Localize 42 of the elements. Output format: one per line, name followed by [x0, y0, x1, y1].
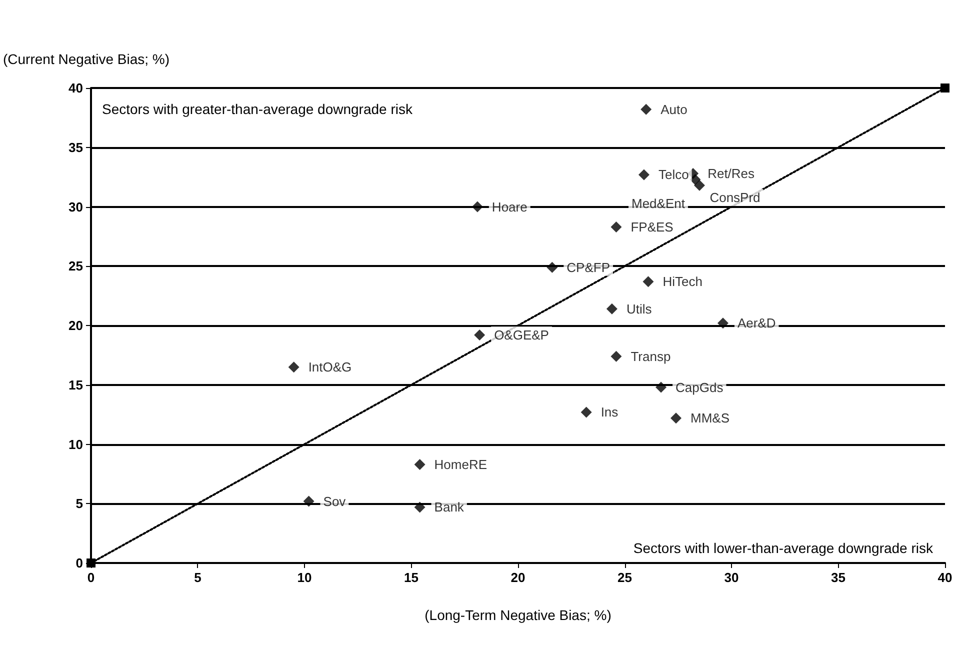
y-tick-label: 10	[68, 436, 83, 452]
x-tick-label: 30	[724, 570, 739, 585]
annotation: Sectors with lower-than-average downgrade risk	[633, 540, 934, 556]
data-label: CP&FP	[566, 260, 610, 275]
y-tick-label: 15	[68, 377, 83, 392]
y-tick-label: 35	[68, 140, 83, 155]
data-label: Hoare	[492, 199, 528, 214]
x-tick-label: 20	[510, 570, 526, 585]
y-axis-title: (Current Negative Bias; %)	[3, 51, 170, 67]
data-label: Ret/Res	[708, 166, 756, 181]
data-label: CapGds	[676, 380, 724, 395]
data-label: Telco	[658, 167, 689, 182]
data-label: IntO&G	[308, 360, 352, 375]
y-tick-label: 20	[68, 318, 83, 333]
x-tick-label: 35	[831, 570, 846, 585]
data-label: Ins	[600, 404, 619, 420]
y-tick-label: 0	[76, 556, 83, 570]
data-label: HiTech	[662, 274, 702, 290]
data-label: Auto	[660, 102, 688, 117]
data-label: Sov	[323, 494, 346, 509]
data-label: ConsPrd	[710, 190, 760, 205]
data-label: Transp	[630, 348, 671, 364]
data-label: Utils	[626, 301, 652, 316]
x-tick-label: 0	[87, 570, 95, 585]
x-tick-label: 10	[297, 570, 312, 585]
y-tick-label: 30	[68, 199, 83, 214]
data-label: Aer&D	[737, 316, 776, 331]
x-tick-label: 40	[938, 570, 952, 585]
y-tick-label: 25	[68, 258, 83, 274]
data-label: Med&Ent	[632, 196, 686, 211]
data-label: HomeRE	[434, 456, 488, 472]
data-label: MM&S	[690, 410, 730, 426]
x-tick-label: 5	[194, 570, 202, 585]
data-label: FP&ES	[630, 219, 674, 234]
y-tick-label: 40	[68, 80, 83, 96]
data-label: Bank	[434, 500, 464, 515]
x-tick-label: 15	[404, 570, 418, 585]
x-axis-title: (Long-Term Negative Bias; %)	[424, 607, 612, 623]
y-tick-label: 5	[76, 496, 83, 512]
x-tick-label: 25	[618, 570, 632, 585]
data-label: O&GE&P	[494, 328, 549, 342]
annotation: Sectors with greater-than-average downgrade risk	[102, 101, 414, 117]
